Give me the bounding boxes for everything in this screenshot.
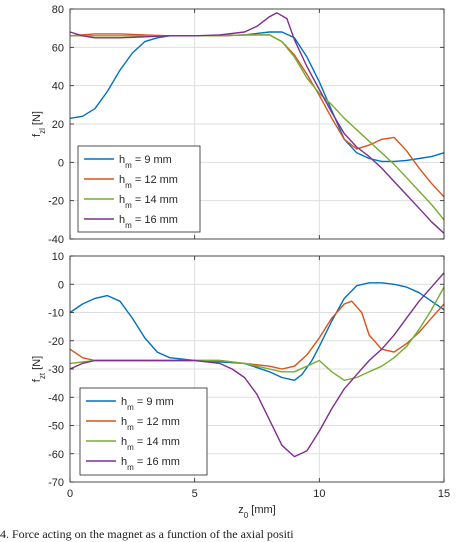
y-tick-label: -40: [48, 234, 64, 246]
top-chart-panel: -40 -20 0 20 40 60 80 fzl [N] hm = 9 mm hm = 12 m…: [31, 4, 445, 246]
x-tick-label: 0: [67, 488, 73, 500]
series-line-4: [69, 12, 445, 234]
y-tick-label: -20: [48, 196, 64, 208]
legend-entry-label: hm = 12 mm: [119, 174, 178, 190]
y-tick-label: -60: [48, 449, 64, 461]
x-axis-label: z0 [mm]: [238, 504, 275, 520]
y-tick-label: -70: [48, 477, 64, 489]
x-tick-label: 10: [313, 488, 325, 500]
legend-entry-label: hm = 12 mm: [121, 416, 180, 432]
legend-entry-label: hm = 14 mm: [121, 436, 180, 452]
y-axis-label: fzt [N]: [31, 356, 47, 382]
series-line-4: [69, 272, 445, 458]
x-tick-label: 15: [438, 488, 450, 500]
y-tick-label: -50: [48, 421, 64, 433]
y-tick-label: -30: [48, 364, 64, 376]
y-tick-label: -20: [48, 336, 64, 348]
legend: hm = 9 mm hm = 12 mm hm = 14 mm hm = 16 mm: [79, 387, 208, 476]
y-tick-label: 60: [52, 42, 64, 54]
legend: hm = 9 mm hm = 12 mm hm = 14 mm hm = 16 mm: [77, 145, 201, 233]
bottom-chart-panel: -70 -60 -50 -40 -30 -20 -10 0 10 0 5 10 15 fzt [N] z0 …: [31, 251, 450, 520]
y-tick-label: -40: [48, 392, 64, 404]
y-tick-label: 40: [52, 81, 64, 93]
legend-box: [77, 145, 201, 233]
y-tick-label: 20: [52, 119, 64, 131]
y-tick-label: 80: [52, 4, 64, 16]
y-tick-label: 0: [58, 157, 64, 169]
legend-entry-label: hm = 14 mm: [119, 194, 178, 210]
y-tick-label: -10: [48, 308, 64, 320]
legend-entry-label: hm = 16 mm: [119, 214, 178, 230]
legend-entry-label: hm = 9 mm: [121, 396, 174, 412]
y-axis-label: fzl [N]: [31, 111, 47, 137]
x-tick-label: 5: [192, 488, 198, 500]
legend-entry-label: hm = 16 mm: [121, 456, 180, 472]
legend-entry-label: hm = 9 mm: [119, 154, 172, 170]
y-tick-label: 10: [52, 251, 64, 263]
series-line-1: [69, 282, 445, 381]
figure-caption: 4. Force acting on the magnet as a funct…: [0, 527, 294, 541]
y-tick-label: 0: [58, 279, 64, 291]
